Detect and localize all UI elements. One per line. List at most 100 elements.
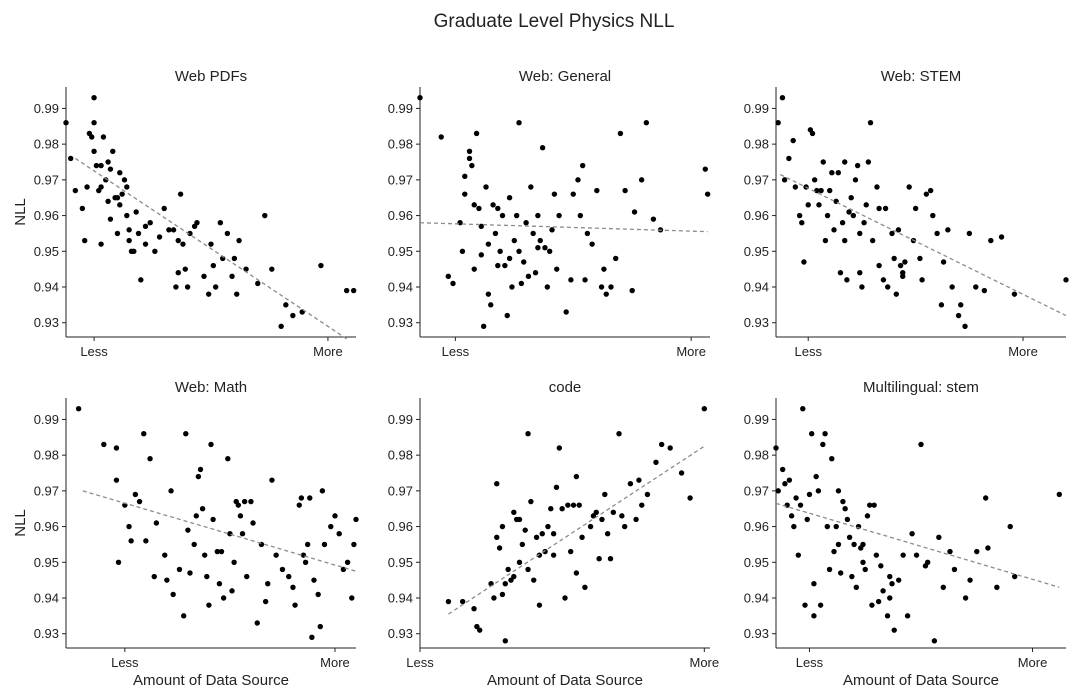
data-point [576, 502, 582, 508]
data-point [505, 566, 511, 573]
data-point [701, 406, 708, 412]
data-point [906, 184, 912, 190]
data-point [93, 162, 100, 169]
data-point [811, 613, 817, 619]
data-point [831, 227, 837, 233]
data-point [598, 284, 605, 290]
data-point [927, 187, 934, 194]
data-point [89, 134, 95, 140]
y-tick-label: 0.93 [744, 626, 769, 641]
data-point [678, 470, 685, 476]
data-point [846, 534, 853, 540]
data-point [947, 548, 953, 555]
data-point [153, 520, 160, 526]
data-point [523, 220, 529, 226]
data-point [117, 202, 123, 208]
y-tick-label: 0.99 [388, 412, 413, 427]
data-point [833, 523, 839, 530]
data-point [981, 287, 988, 294]
data-point [924, 559, 931, 565]
data-point [808, 431, 815, 437]
data-point [895, 227, 902, 233]
data-point [829, 456, 835, 462]
data-point [208, 241, 214, 247]
data-point [175, 237, 181, 244]
y-axis-label: NLL [12, 509, 29, 537]
data-point [438, 134, 444, 140]
data-point [317, 623, 323, 630]
data-point [532, 270, 539, 276]
y-tick-label: 0.99 [34, 412, 59, 427]
data-point [528, 184, 534, 190]
data-point [919, 277, 925, 283]
data-point [938, 302, 945, 308]
data-point [876, 262, 882, 269]
data-point [471, 266, 477, 272]
data-point [115, 559, 122, 565]
data-point [136, 498, 143, 505]
data-point [550, 531, 557, 537]
data-point [781, 177, 788, 183]
y-tick-label: 0.98 [388, 448, 413, 463]
data-point [197, 466, 204, 473]
data-point [216, 581, 223, 587]
data-point [887, 573, 893, 580]
data-point [250, 520, 256, 526]
data-point [176, 566, 183, 573]
data-point [601, 266, 607, 272]
data-point [499, 523, 506, 530]
data-point [343, 287, 350, 294]
data-point [809, 130, 816, 137]
data-point [537, 237, 543, 244]
data-point [235, 502, 242, 508]
data-point [182, 266, 188, 272]
data-point [607, 556, 614, 562]
data-point [863, 202, 869, 208]
data-point [573, 473, 580, 480]
data-point [328, 523, 334, 530]
x-tick-label: Less [794, 344, 822, 359]
data-point [587, 523, 594, 530]
data-point [187, 230, 193, 237]
data-point [107, 166, 114, 172]
data-point [199, 506, 206, 512]
data-point [544, 284, 551, 290]
data-point [884, 613, 891, 619]
data-point [658, 441, 665, 448]
y-tick-label: 0.96 [388, 208, 413, 223]
data-point [218, 548, 225, 555]
y-tick-label: 0.93 [388, 626, 413, 641]
y-tick-label: 0.95 [34, 555, 59, 570]
data-point [545, 523, 551, 530]
data-point [542, 245, 548, 251]
data-point [936, 534, 942, 540]
data-point [805, 202, 811, 208]
data-point [604, 531, 611, 537]
data-point [854, 162, 861, 169]
data-point [869, 602, 875, 608]
data-point [788, 513, 795, 519]
data-point [533, 534, 540, 540]
data-point [156, 234, 163, 240]
data-point [168, 488, 174, 494]
data-point [351, 541, 357, 548]
data-point [121, 177, 128, 183]
data-point [994, 584, 1000, 590]
data-point [629, 287, 635, 294]
data-point [815, 488, 822, 494]
x-tick-label: More [1018, 655, 1048, 670]
data-point [98, 241, 104, 247]
data-point [273, 552, 279, 558]
data-point [107, 216, 114, 222]
x-tick-label: Less [796, 655, 824, 670]
data-point [516, 120, 522, 126]
data-point [152, 248, 158, 254]
y-tick-label: 0.93 [34, 315, 59, 330]
data-point [184, 284, 191, 290]
data-point [495, 205, 501, 212]
data-point [839, 220, 846, 226]
data-point [491, 595, 497, 601]
panel-4: Web: Math 0.93 0.94 0.95 0.96 0.97 0.98 0.99 Les… [12, 379, 359, 689]
data-point [667, 445, 673, 451]
